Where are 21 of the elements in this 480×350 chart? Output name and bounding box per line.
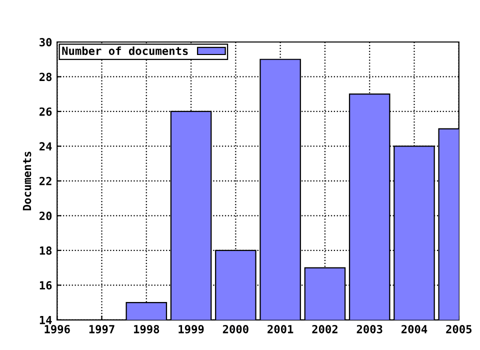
y-tick-label: 22 [40,176,52,186]
x-tick-label: 2001 [268,324,294,334]
y-axis-title: Documents [22,152,32,210]
x-tick-label: 2002 [312,324,338,334]
y-tick-label: 18 [40,246,52,255]
x-tick-label: 2000 [222,324,248,334]
y-tick-label: 28 [40,72,52,82]
x-tick-label: 1999 [178,325,204,334]
y-tick-label: 30 [40,38,52,46]
x-tick-label: 1996 [44,324,70,334]
x-tick-label: 1998 [134,324,160,334]
y-tick-label: 14 [40,316,52,324]
x-tick-label: 1997 [89,325,114,334]
legend-label: Number of documents [62,46,188,56]
y-tick-label: 16 [40,281,52,290]
x-tick-label: 2004 [401,324,428,334]
y-tick-label: 26 [40,107,52,116]
x-tick-label: 2003 [356,324,382,334]
y-tick-label: 24 [40,142,52,150]
y-tick-label: 20 [40,212,52,220]
x-tick-label: 2005 [446,324,472,334]
